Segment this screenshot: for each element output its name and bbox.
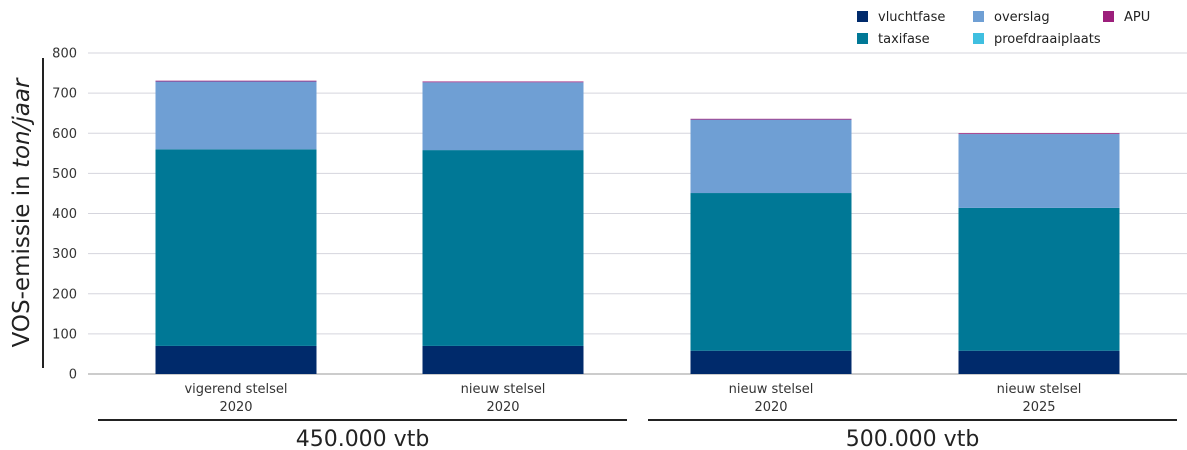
bar-segment-vluchtfase [690,350,852,374]
legend-item: proefdraaiplaats [973,32,1101,47]
bars [155,80,1120,374]
y-tick-label: 100 [52,327,77,342]
category-label-line2: 2020 [219,400,252,415]
y-tick-label: 0 [69,368,77,383]
legend-swatch [973,11,984,22]
category-groups: 450.000 vtb 500.000 vtb [98,419,1177,450]
bar-segment-taxifase [155,149,317,346]
bar-segment-overslag [155,81,317,150]
legend-item: overslag [973,10,1050,25]
legend-item: APU [1103,10,1150,25]
legend-item: vluchtfase [857,10,945,25]
bar-segment-apu [422,81,584,83]
legend-swatch [973,33,984,44]
y-tick-label: 200 [52,287,77,302]
category-label-line2: 2020 [486,400,519,415]
y-tick-label: 400 [52,207,77,222]
y-tick-label: 700 [52,87,77,102]
legend-swatch [857,11,868,22]
group-label: 450.000 vtb [296,427,430,450]
bar-segment-vluchtfase [958,350,1120,374]
category-label: nieuw stelsel 2020 [729,382,814,415]
bar-segment-overslag [690,119,852,194]
bar-stack [690,118,852,374]
bar-stack [958,133,1120,374]
category-label-line1: nieuw stelsel [461,382,546,397]
y-tick-label: 800 [52,47,77,62]
bar-segment-taxifase [422,150,584,346]
bar-segment-apu [690,118,852,120]
legend-swatch [857,33,868,44]
category-label-line2: 2020 [754,400,787,415]
category-label-line1: nieuw stelsel [997,382,1082,397]
category-label: nieuw stelsel 2020 [461,382,546,415]
bar-segment-vluchtfase [422,345,584,374]
y-tick-label: 600 [52,127,77,142]
y-tick-label: 300 [52,247,77,262]
bar-segment-apu [958,133,1120,135]
y-axis-tick-labels: 0 100 200 300 400 500 600 700 800 [52,47,77,383]
y-axis-title-prefix: VOS-emissie in [9,168,35,347]
y-axis-title: VOS-emissie in ton/jaar [9,77,35,347]
legend: vluchtfase overslag APU taxifase proefdraaip… [857,10,1150,47]
bar-segment-overslag [422,82,584,151]
category-label-line2: 2025 [1022,400,1055,415]
bar-segment-apu [155,80,317,82]
bar-stack [155,80,317,374]
bar-segment-overslag [958,134,1120,208]
y-axis-title-unit: ton/jaar [9,77,35,168]
legend-label: taxifase [878,32,930,47]
category-label: nieuw stelsel 2025 [997,382,1082,415]
bar-segment-taxifase [690,193,852,351]
bar-segment-taxifase [958,207,1120,351]
group-label: 500.000 vtb [846,427,980,450]
legend-label: proefdraaiplaats [994,32,1101,47]
legend-item: taxifase [857,32,930,47]
bar-segment-vluchtfase [155,345,317,374]
legend-label: vluchtfase [878,10,945,25]
legend-swatch [1103,11,1114,22]
legend-label: APU [1124,10,1150,25]
bar-stack [422,81,584,374]
category-label-line1: vigerend stelsel [184,382,287,397]
category-label-line1: nieuw stelsel [729,382,814,397]
legend-label: overslag [994,10,1050,25]
y-tick-label: 500 [52,167,77,182]
category-label: vigerend stelsel 2020 [184,382,287,415]
